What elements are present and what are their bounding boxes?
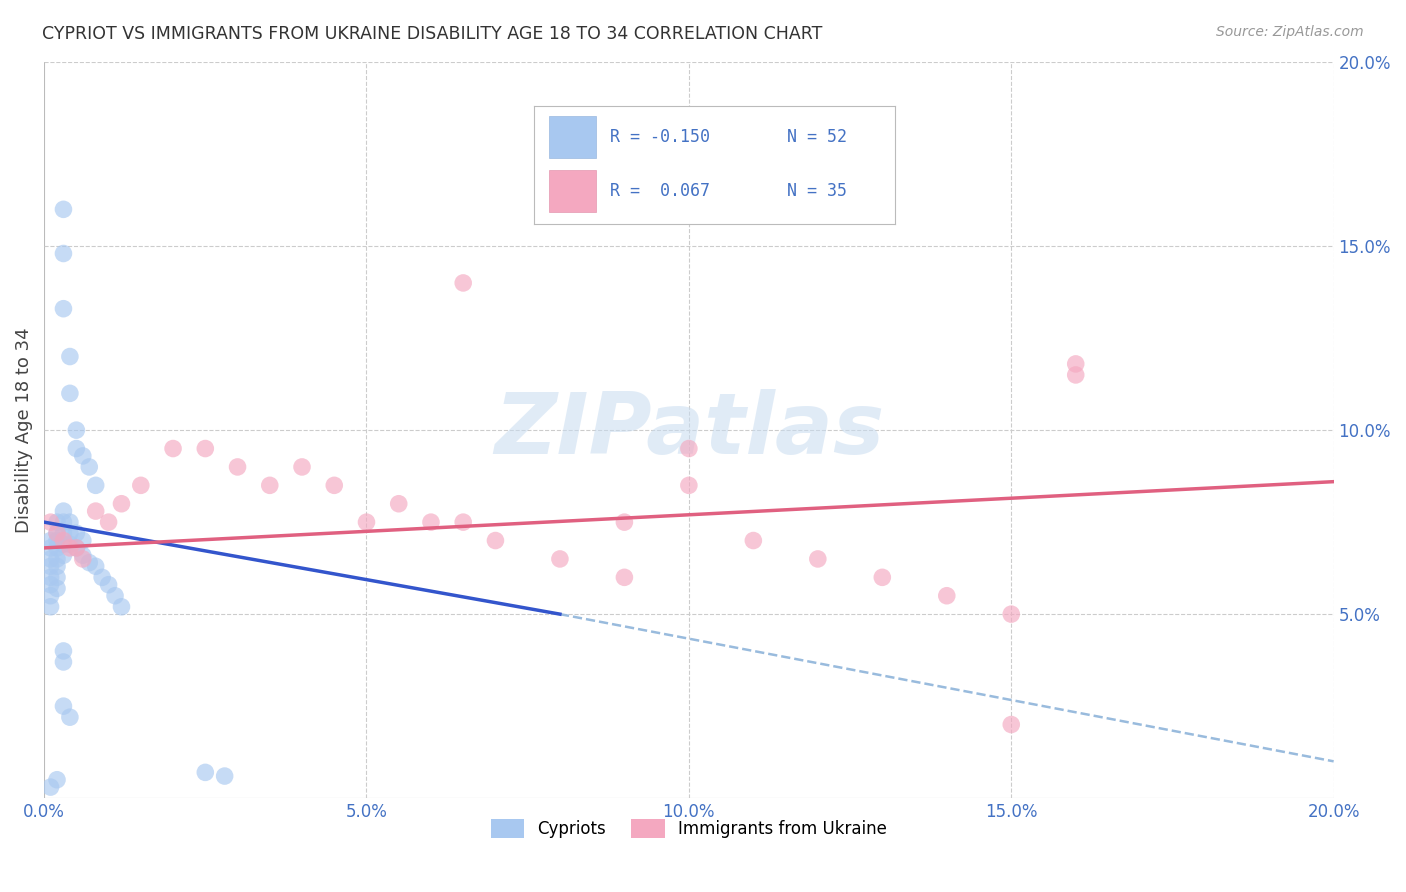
Point xyxy=(39,541,62,555)
Point xyxy=(97,577,120,591)
Point xyxy=(52,515,75,529)
Point xyxy=(91,570,114,584)
Point xyxy=(935,589,957,603)
Point xyxy=(129,478,152,492)
Point xyxy=(110,599,132,614)
Point xyxy=(52,548,75,562)
Point xyxy=(323,478,346,492)
Point xyxy=(420,515,443,529)
Point xyxy=(72,533,94,548)
Legend: Cypriots, Immigrants from Ukraine: Cypriots, Immigrants from Ukraine xyxy=(484,813,894,845)
Point xyxy=(84,559,107,574)
Point xyxy=(84,478,107,492)
Point xyxy=(214,769,236,783)
Point xyxy=(59,350,82,364)
Point xyxy=(39,780,62,794)
Point xyxy=(52,301,75,316)
Text: CYPRIOT VS IMMIGRANTS FROM UKRAINE DISABILITY AGE 18 TO 34 CORRELATION CHART: CYPRIOT VS IMMIGRANTS FROM UKRAINE DISAB… xyxy=(42,25,823,43)
Point xyxy=(39,599,62,614)
Point xyxy=(678,478,700,492)
Point xyxy=(65,442,87,456)
Point xyxy=(1064,357,1087,371)
Point xyxy=(46,582,69,596)
Point xyxy=(52,504,75,518)
Point xyxy=(194,765,217,780)
Point xyxy=(162,442,184,456)
Point xyxy=(742,533,765,548)
Point xyxy=(39,570,62,584)
Point xyxy=(46,526,69,541)
Point xyxy=(97,515,120,529)
Text: ZIPatlas: ZIPatlas xyxy=(494,389,884,472)
Point xyxy=(356,515,378,529)
Point xyxy=(39,552,62,566)
Y-axis label: Disability Age 18 to 34: Disability Age 18 to 34 xyxy=(15,327,32,533)
Point xyxy=(52,537,75,551)
Point xyxy=(52,644,75,658)
Point xyxy=(46,541,69,555)
Point xyxy=(46,570,69,584)
Point xyxy=(72,548,94,562)
Point xyxy=(77,459,100,474)
Point xyxy=(59,386,82,401)
Point xyxy=(807,552,830,566)
Point xyxy=(110,497,132,511)
Point xyxy=(65,541,87,555)
Point xyxy=(46,552,69,566)
Point xyxy=(59,710,82,724)
Point xyxy=(226,459,249,474)
Point xyxy=(388,497,411,511)
Point xyxy=(59,541,82,555)
Point xyxy=(72,552,94,566)
Point xyxy=(548,552,571,566)
Point xyxy=(451,515,474,529)
Point xyxy=(65,541,87,555)
Point xyxy=(65,423,87,437)
Point xyxy=(291,459,314,474)
Point xyxy=(39,577,62,591)
Point xyxy=(451,276,474,290)
Point xyxy=(194,442,217,456)
Point xyxy=(77,556,100,570)
Point xyxy=(52,202,75,217)
Point xyxy=(259,478,281,492)
Point xyxy=(39,589,62,603)
Point xyxy=(72,449,94,463)
Point xyxy=(52,533,75,548)
Point xyxy=(39,533,62,548)
Point xyxy=(872,570,894,584)
Point xyxy=(52,526,75,541)
Point xyxy=(46,526,69,541)
Point xyxy=(46,515,69,529)
Point xyxy=(484,533,506,548)
Point xyxy=(1000,717,1022,731)
Point xyxy=(84,504,107,518)
Point xyxy=(39,515,62,529)
Point xyxy=(52,699,75,714)
Point xyxy=(39,559,62,574)
Point xyxy=(613,570,636,584)
Point xyxy=(65,526,87,541)
Point xyxy=(52,655,75,669)
Point xyxy=(52,246,75,260)
Point xyxy=(1000,607,1022,621)
Point xyxy=(59,526,82,541)
Point xyxy=(59,537,82,551)
Point xyxy=(46,772,69,787)
Point xyxy=(46,559,69,574)
Point xyxy=(1064,368,1087,382)
Point xyxy=(59,515,82,529)
Point xyxy=(678,442,700,456)
Point xyxy=(104,589,127,603)
Point xyxy=(46,533,69,548)
Text: Source: ZipAtlas.com: Source: ZipAtlas.com xyxy=(1216,25,1364,39)
Point xyxy=(613,515,636,529)
